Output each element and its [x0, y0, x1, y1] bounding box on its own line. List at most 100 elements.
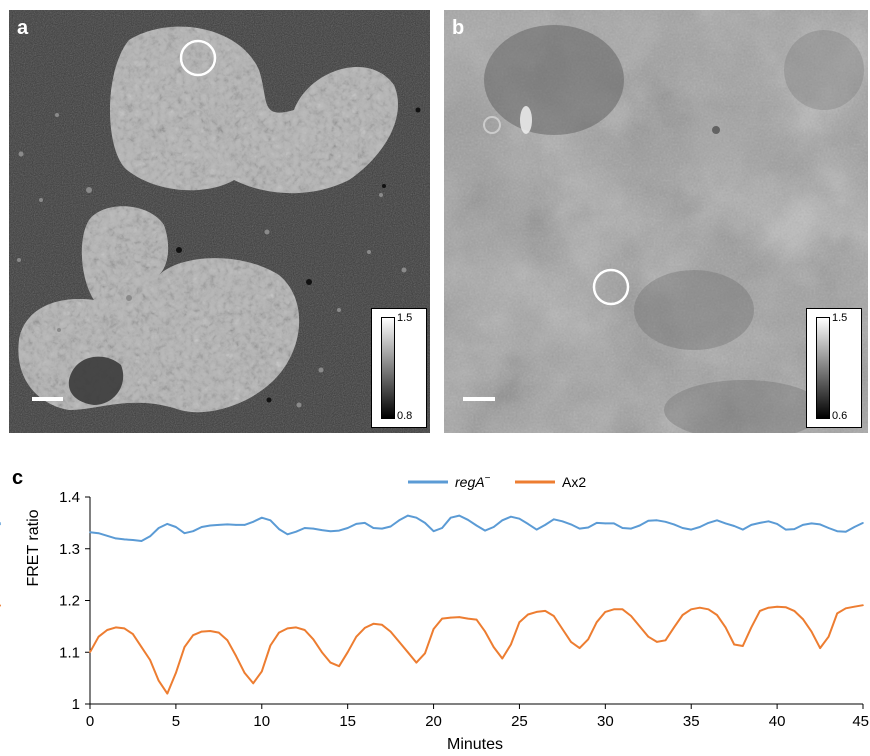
chart-legend: regA− Ax2 [408, 473, 586, 490]
data-point [613, 522, 615, 525]
data-point [673, 626, 675, 629]
data-point [252, 521, 254, 523]
data-point [767, 606, 770, 609]
x-tick-label: 30 [597, 713, 614, 730]
data-point [235, 524, 237, 526]
data-point [467, 617, 469, 620]
panel-b-letter: b [452, 17, 465, 39]
fret-ratio-chart: c regA− Ax2 1 1.1 1.2 1.3 1.4 0 5 10 15 20 25 30 35 4… [0, 467, 869, 753]
data-point [621, 608, 624, 611]
data-point [647, 520, 650, 522]
x-tick-label: 40 [769, 713, 786, 730]
data-point [140, 646, 143, 648]
data-point [742, 528, 744, 531]
data-point [827, 635, 830, 638]
micrograph-panel-a: a 1.5 0.8 [9, 10, 430, 433]
data-point [321, 651, 323, 653]
data-point [656, 641, 658, 643]
data-point [89, 651, 91, 653]
data-point [510, 643, 512, 646]
y-tick-label: 1.2 [59, 593, 80, 610]
data-point [587, 526, 589, 529]
data-point [115, 537, 117, 540]
data-point [286, 627, 289, 630]
data-point [535, 611, 538, 613]
data-point [750, 626, 753, 629]
data-point [544, 610, 546, 612]
data-point [372, 527, 375, 529]
data-point [218, 631, 220, 634]
data-point [372, 623, 375, 625]
data-point [544, 524, 546, 526]
legend-label-Ax2: Ax2 [562, 474, 586, 490]
data-point [132, 633, 134, 635]
x-tick-label: 35 [683, 713, 700, 730]
data-point [0, 523, 1, 526]
data-point [776, 605, 778, 608]
x-tick-label: 5 [172, 713, 180, 730]
data-point [699, 526, 701, 528]
data-point [810, 522, 813, 525]
data-point [441, 527, 443, 529]
data-point [106, 535, 108, 537]
data-point [604, 522, 607, 525]
data-point [355, 523, 358, 525]
data-point [716, 614, 718, 616]
series-line-Ax2 [89, 604, 864, 695]
data-point [123, 627, 126, 630]
data-point [192, 634, 194, 636]
data-point [853, 605, 856, 608]
data-point [338, 665, 340, 667]
data-point [656, 519, 658, 522]
data-point [312, 527, 315, 530]
y-tick-label: 1 [72, 696, 80, 713]
x-tick-label: 15 [339, 713, 356, 730]
data-point [819, 523, 821, 526]
data-point [630, 615, 632, 617]
panel-a-letter: a [17, 17, 29, 39]
data-point [570, 523, 572, 526]
data-point [621, 527, 624, 529]
data-point [784, 528, 787, 531]
data-point [432, 628, 435, 630]
data-point [355, 635, 358, 638]
series-line-regA [89, 514, 864, 542]
data-point [97, 532, 100, 534]
data-point [733, 643, 735, 646]
data-point [553, 615, 555, 617]
data-point [415, 661, 418, 664]
data-point [338, 529, 340, 532]
panel-c-letter: c [12, 467, 23, 489]
data-point [510, 515, 512, 518]
data-point [690, 528, 692, 531]
data-point [767, 520, 770, 523]
data-point [724, 626, 727, 629]
data-point [690, 608, 692, 611]
data-point [243, 672, 246, 674]
data-point [123, 538, 126, 541]
data-point [862, 604, 864, 606]
data-point [527, 523, 529, 525]
data-point [578, 647, 581, 649]
data-point [570, 641, 572, 643]
x-tick-label: 0 [86, 713, 94, 730]
data-point [0, 522, 1, 524]
panel-b-image [444, 10, 868, 433]
data-point [638, 524, 641, 527]
data-point [475, 618, 478, 621]
data-point [759, 610, 761, 612]
data-point [458, 616, 461, 618]
data-point [595, 621, 598, 623]
data-point [295, 626, 297, 629]
x-tick-label: 10 [253, 713, 270, 730]
data-point [742, 645, 744, 647]
colorbar-a-gradient [381, 317, 395, 419]
data-point [389, 525, 392, 528]
x-tick-label: 20 [425, 713, 442, 730]
data-point [269, 519, 272, 522]
data-point [398, 641, 401, 643]
data-point [364, 522, 366, 524]
data-point [149, 535, 151, 538]
data-point [449, 516, 452, 519]
data-point [183, 646, 186, 648]
